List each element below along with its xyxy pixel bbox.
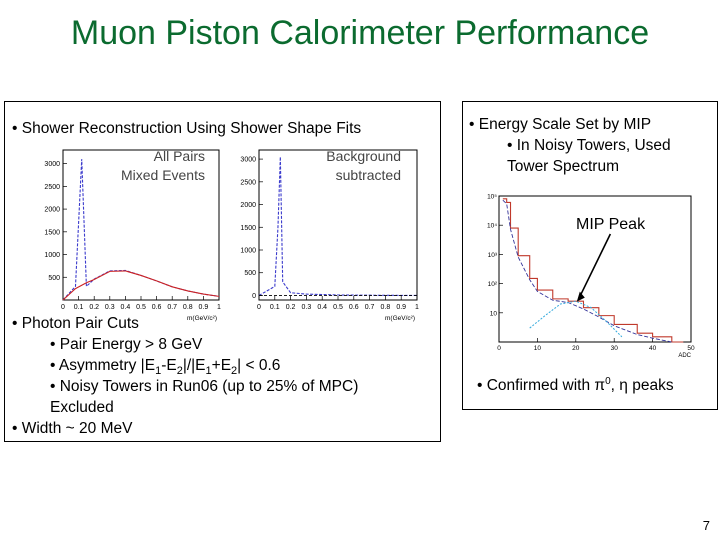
confirmed-part-a: • Confirmed with π: [477, 377, 606, 395]
y-tick-label: 1500: [44, 229, 60, 236]
tower-spectrum-chart: 0 10 20 30 40 50 10 10² 10³ 10⁴ 10⁵ ADC: [487, 194, 695, 360]
series-line-1: [62, 270, 220, 301]
y-tick-label: 2500: [44, 184, 60, 191]
confirmed-peaks: • Confirmed with π0, η peaks: [477, 371, 674, 396]
noisy-towers-excluded: Excluded: [50, 399, 114, 416]
slide-title: Muon Piston Calorimeter Performance: [70, 14, 650, 52]
x-tick-label: 0.8: [381, 304, 391, 311]
plot-frame: [498, 195, 692, 343]
confirmed-part-b: , η peaks: [610, 377, 674, 395]
spectrum-fit-line: [502, 199, 672, 343]
noisy-towers-cut: • Noisy Towers in Run06 (up to 25% of MP…: [50, 378, 359, 395]
asym-sub-4: 2: [231, 365, 238, 378]
asym-part-d: +E: [211, 357, 232, 374]
asym-sub-1: 1: [155, 365, 162, 378]
y-tick-label: 2000: [240, 202, 256, 209]
y-tick-label: 2500: [240, 179, 256, 186]
left-panel: • Shower Reconstruction Using Shower Sha…: [4, 101, 441, 442]
asym-sub-2: 2: [176, 365, 183, 378]
x-tick-label: 0.9: [199, 304, 209, 311]
x-tick-label: 0.4: [317, 304, 327, 311]
x-tick-label: 0: [257, 304, 261, 311]
mip-peak-label: MIP Peak: [576, 216, 646, 233]
x-tick-label: 0.2: [286, 304, 296, 311]
x-tick-label: 50: [687, 345, 695, 352]
y-tick-label: 2000: [44, 207, 60, 214]
x-tick-label: 10: [534, 345, 542, 352]
x-tick-label: 0.4: [121, 304, 131, 311]
x-tick-label: 30: [611, 345, 619, 352]
mip-arrow: [578, 233, 612, 300]
plot1-label-mixed-events: Mixed Events: [120, 167, 205, 183]
page-number: 7: [702, 518, 710, 533]
plot-tower-spectrum: 0 10 20 30 40 50 10 10² 10³ 10⁴ 10⁵ ADC: [477, 190, 702, 360]
plot-background-subtracted: 0 0.1 0.2 0.3 0.4 0.5 0.6 0.7 0.8 0.9 1 0 500 1000 150…: [227, 142, 427, 322]
y-tick-label: 0: [252, 293, 256, 300]
plot2-label-subtracted: subtracted: [335, 167, 401, 183]
y-tick-label: 3000: [44, 161, 60, 168]
mip-arrow-head: [576, 291, 585, 302]
x-tick-label: 0: [497, 345, 501, 352]
x-axis-label: ADC: [678, 353, 691, 359]
series-line-0: [258, 156, 418, 297]
right-panel: • Energy Scale Set by MIP • In Noisy Tow…: [462, 101, 718, 410]
y-tick-label: 1500: [240, 225, 256, 232]
asym-part-e: | < 0.6: [237, 357, 281, 374]
asym-sub-3: 1: [205, 365, 212, 378]
y-tick-label: 3000: [240, 157, 256, 164]
energy-scale-line: • Energy Scale Set by MIP: [469, 116, 652, 133]
x-tick-label: 20: [572, 345, 580, 352]
plot2-label-background: Background: [326, 148, 401, 164]
background-subtracted-chart: 0 0.1 0.2 0.3 0.4 0.5 0.6 0.7 0.8 0.9 1 0 500 1000 150…: [240, 149, 419, 322]
asym-part-a: • Asymmetry |E: [50, 357, 156, 374]
y-tick-label: 500: [48, 275, 60, 282]
x-tick-label: 0.1: [74, 304, 84, 311]
x-tick-label: 0: [61, 304, 65, 311]
y-tick-label: 1000: [44, 252, 60, 259]
x-tick-label: 0.2: [89, 304, 99, 311]
x-tick-label: 0.7: [365, 304, 375, 311]
pair-energy-cut: • Pair Energy > 8 GeV: [50, 336, 203, 353]
x-tick-label: 0.8: [183, 304, 193, 311]
asymmetry-cut: • Asymmetry |E1-E2|/|E1+E2| < 0.6: [50, 355, 280, 382]
mip-gaussian-line: [529, 300, 623, 338]
plot-all-pairs: 0 0.1 0.2 0.3 0.4 0.5 0.6 0.7 0.8 0.9 1 500 1000 1500…: [29, 142, 229, 322]
x-tick-label: 0.7: [167, 304, 177, 311]
x-tick-label: 0.5: [333, 304, 343, 311]
x-tick-label: 40: [649, 345, 657, 352]
y-tick-label: 500: [244, 270, 256, 277]
asym-part-c: |/|E: [182, 357, 206, 374]
plot1-label-all-pairs: All Pairs: [153, 148, 205, 164]
x-tick-label: 0.6: [152, 304, 162, 311]
y-tick-label: 10⁵: [487, 194, 497, 201]
shower-reconstruction-heading: • Shower Reconstruction Using Shower Sha…: [12, 120, 362, 137]
x-tick-label: 1: [217, 304, 221, 311]
noisy-towers-line: • In Noisy Towers, Used: [507, 137, 671, 154]
confirmed-sup: 0: [605, 376, 611, 387]
y-tick-label: 1000: [240, 248, 256, 255]
y-tick-label: 10³: [488, 252, 498, 259]
x-tick-label: 0.9: [396, 304, 406, 311]
x-tick-label: 0.5: [136, 304, 146, 311]
x-tick-label: 1: [415, 304, 419, 311]
x-axis-label: m(GeV/c²): [187, 315, 217, 322]
x-tick-label: 0.3: [105, 304, 115, 311]
tower-spectrum-histogram: [502, 198, 684, 343]
x-tick-label: 0.3: [302, 304, 312, 311]
all-pairs-chart: 0 0.1 0.2 0.3 0.4 0.5 0.6 0.7 0.8 0.9 150010001500…: [44, 149, 221, 322]
photon-pair-cuts: • Photon Pair Cuts: [12, 315, 139, 332]
x-tick-label: 0.6: [349, 304, 359, 311]
tower-spectrum-line: Tower Spectrum: [507, 158, 619, 175]
x-tick-label: 0.1: [270, 304, 280, 311]
y-tick-label: 10²: [488, 281, 498, 288]
y-tick-label: 10⁴: [487, 223, 497, 230]
y-tick-label: 10: [490, 310, 498, 317]
width-note: • Width ~ 20 MeV: [12, 420, 133, 437]
x-axis-label: m(GeV/c²): [385, 315, 415, 322]
asym-part-b: -E: [161, 357, 177, 374]
